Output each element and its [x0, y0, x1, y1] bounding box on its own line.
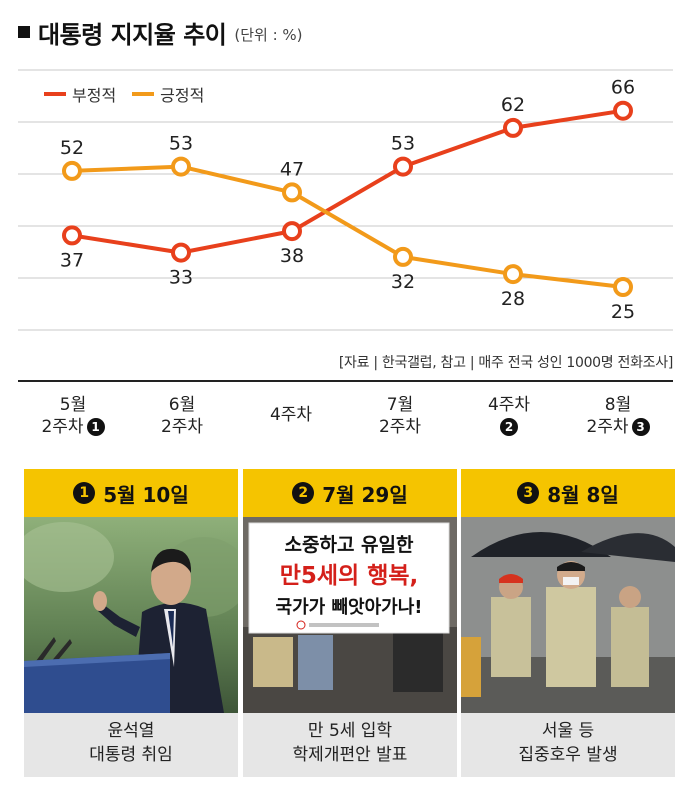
x-label-0-line2: 2주차: [41, 417, 84, 437]
panel-3-caption: 서울 등 집중호우 발생: [461, 719, 675, 767]
point-positive-5: [613, 277, 633, 297]
x-label-1-line1: 6월: [168, 395, 196, 415]
label-positive-0: 52: [60, 137, 84, 159]
label-negative-0: 37: [60, 249, 84, 271]
unit-label: (단위 : %): [234, 25, 303, 44]
panel-1-header: 1 5월 10일: [24, 469, 238, 517]
chart-title: 대통령 지지율 추이: [38, 20, 227, 49]
point-negative-2: [282, 221, 302, 242]
series-line-positive: [70, 164, 625, 289]
x-label-1: 6월 2주차: [127, 394, 237, 438]
panel-3-photo: [461, 517, 675, 713]
sign-line-1: 소중하고 유일한: [285, 534, 414, 556]
x-label-5-line1: 8월: [604, 395, 632, 415]
x-label-1-line2: 2주차: [160, 417, 204, 437]
panel-1-date: 5월 10일: [103, 482, 189, 507]
point-positive-4: [503, 264, 523, 285]
panel-3-marker-icon: 3: [517, 482, 540, 504]
x-label-4-line1: 4주차: [487, 395, 531, 415]
line-chart: 37 33 38 53 62 66 52 53 47 32 28 25: [18, 69, 673, 331]
x-label-3-line1: 7월: [386, 395, 414, 415]
title-square-icon: [18, 26, 30, 38]
panel-1-caption: 윤석열 대통령 취임: [24, 719, 238, 767]
label-negative-3: 53: [391, 133, 415, 155]
x-label-0-line1: 5월: [59, 395, 87, 415]
label-negative-1: 33: [169, 267, 193, 289]
series-line-negative: [70, 108, 625, 255]
panel-2-header: 2 7월 29일: [243, 469, 457, 517]
marker-3-icon: 3: [631, 418, 650, 436]
legend-item-positive: 긍정적: [132, 82, 204, 106]
point-positive-0: [62, 160, 82, 181]
panel-1-photo: [24, 517, 238, 713]
legend-label-negative: 부정적: [72, 86, 117, 105]
panel-1-caption-line2: 대통령 취임: [89, 745, 173, 765]
legend-swatch-positive: [132, 92, 155, 96]
x-label-3: 7월 2주차: [345, 394, 455, 438]
x-label-5: 8월 2주차 3: [563, 394, 673, 438]
panel-3-date: 8월 8일: [547, 482, 619, 507]
x-label-2: 4주차: [236, 404, 346, 426]
label-negative-4: 62: [501, 94, 525, 116]
panel-3-header: 3 8월 8일: [461, 469, 675, 517]
sign-line-2: 만5세의 행복,: [280, 563, 419, 589]
point-positive-3: [393, 246, 413, 267]
label-positive-1: 53: [169, 133, 193, 155]
event-panel-2: 2 7월 29일 소중하고 유일한 만5세의 행복, 국가가 빼앗아가나! 만 …: [243, 469, 457, 777]
point-positive-2: [282, 182, 302, 203]
panel-3-caption-line1: 서울 등: [541, 721, 595, 741]
label-negative-2: 38: [280, 245, 304, 267]
point-negative-3: [393, 156, 413, 177]
panel-2-photo: 소중하고 유일한 만5세의 행복, 국가가 빼앗아가나!: [243, 517, 457, 713]
event-panel-3: 3 8월 8일 서울 등 집중호우 발생: [461, 469, 675, 777]
panel-1-marker-icon: 1: [73, 482, 96, 504]
legend-swatch-negative: [44, 92, 66, 96]
point-negative-4: [503, 117, 523, 138]
x-axis: 5월 2주차 1 6월 2주차 4주차 7월 2주차 4주차 2 8월 2주차 3: [18, 380, 673, 450]
x-label-5-line2: 2주차: [586, 417, 629, 437]
panel-2-date: 7월 29일: [322, 482, 408, 507]
point-negative-5: [613, 100, 633, 121]
label-positive-2: 47: [280, 158, 304, 180]
panel-2-caption-line1: 만 5세 입학: [307, 721, 393, 741]
marker-1-icon: 1: [86, 418, 105, 436]
sign-line-3: 국가가 빼앗아가나!: [276, 597, 423, 618]
legend-item-negative: 부정적: [44, 82, 116, 106]
point-positive-1: [171, 156, 191, 177]
point-negative-1: [171, 242, 191, 263]
panel-2-caption: 만 5세 입학 학제개편안 발표: [243, 719, 457, 767]
source-note: [자료 | 한국갤럽, 참고 | 매주 전국 성인 1000명 전화조사]: [338, 355, 673, 371]
panel-1-caption-line1: 윤석열: [107, 721, 155, 741]
event-panel-1: 1 5월 10일 윤석열 대통령 취임: [24, 469, 238, 777]
label-negative-5: 66: [611, 77, 635, 99]
label-positive-3: 32: [391, 271, 415, 293]
label-positive-5: 25: [611, 301, 635, 323]
legend-label-positive: 긍정적: [160, 86, 205, 105]
x-label-2-line1: 4주차: [269, 405, 313, 425]
chart-header: 대통령 지지율 추이 (단위 : %): [18, 14, 303, 50]
chart-legend: 부정적 긍정적: [44, 82, 220, 106]
point-negative-0: [62, 225, 82, 246]
panel-2-caption-line2: 학제개편안 발표: [292, 745, 408, 765]
x-label-4: 4주차 2: [454, 394, 564, 438]
panel-3-caption-line2: 집중호우 발생: [518, 745, 618, 765]
x-label-0: 5월 2주차 1: [18, 394, 128, 438]
label-positive-4: 28: [501, 288, 525, 310]
panel-2-marker-icon: 2: [292, 482, 315, 504]
marker-2-icon: 2: [500, 418, 518, 436]
x-label-3-line2: 2주차: [378, 417, 422, 437]
